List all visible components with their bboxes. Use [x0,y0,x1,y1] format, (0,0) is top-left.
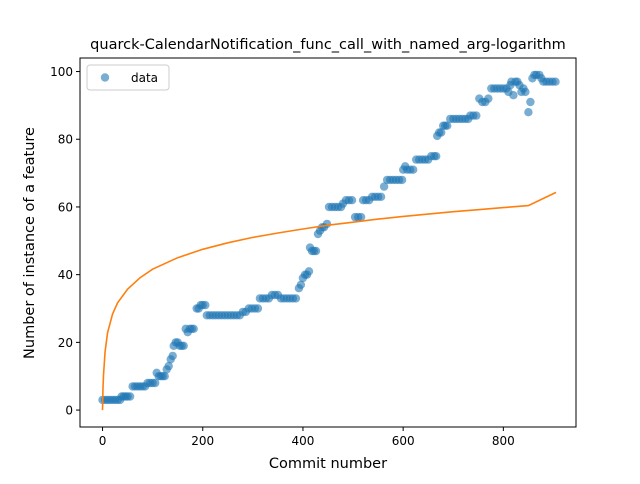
x-tick-label: 0 [99,434,107,448]
legend-label: data [131,71,158,85]
data-point [291,294,301,303]
data-point [189,324,198,333]
y-tick-label: 20 [58,336,73,350]
data-point [164,361,173,371]
y-tick-label: 0 [65,404,73,418]
data-point [484,94,493,103]
plot-area [98,70,560,411]
data-point [160,372,169,381]
y-axis-label: Number of instance of a feature [22,127,38,359]
x-tick-label: 200 [191,434,214,448]
data-point [524,108,533,117]
data-point [526,97,535,107]
y-tick-label: 80 [58,133,73,147]
x-axis: 0 200 400 600 800 [99,427,515,448]
plot-frame [79,57,577,428]
legend-marker [100,73,110,82]
legend: data [86,64,170,91]
data-point [432,152,441,161]
data-point [125,392,135,401]
data-point [472,111,481,120]
data-point [443,121,452,130]
x-tick-label: 400 [291,434,314,448]
data-point [397,175,407,185]
data-point [409,165,418,174]
fit-line [101,191,557,411]
x-tick-label: 600 [392,434,415,448]
data-point [311,246,321,256]
data-point [201,300,210,310]
y-tick-label: 40 [58,268,73,282]
data-point [347,196,357,205]
data-point [356,212,366,222]
data-point [437,128,446,137]
y-tick-label: 100 [50,65,73,79]
data-point [551,77,560,86]
y-tick-label: 60 [58,200,73,214]
data-point [296,280,306,289]
data-point [151,378,160,388]
data-point [509,91,518,100]
y-axis: 0 20 40 60 80 100 [50,65,80,418]
data-point [379,182,389,191]
x-axis-label: Commit number [269,456,387,472]
data-point [322,219,332,229]
data-series [98,70,560,405]
data-point [253,304,263,313]
chart-title: quarck-CalendarNotification_func_call_wi… [90,37,566,53]
data-point [376,192,386,201]
data-point [179,341,188,350]
legend-box [86,64,170,91]
data-point [168,351,177,361]
data-point [304,267,314,276]
x-tick-label: 800 [492,434,515,448]
data-point [521,87,530,97]
